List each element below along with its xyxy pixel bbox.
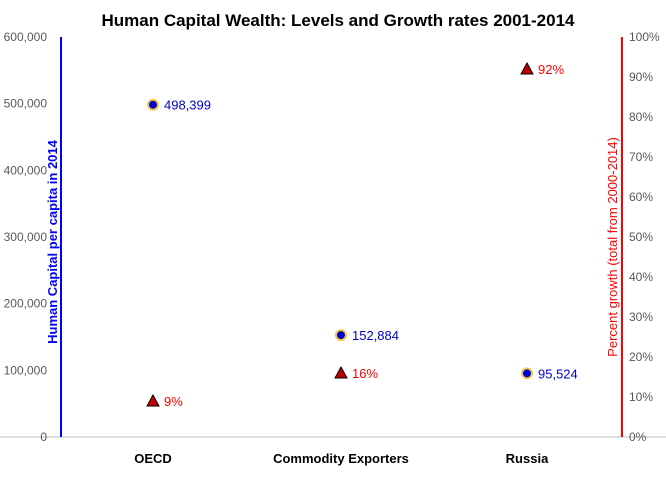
data-label: 92% [538,62,564,77]
y-right-axis-title: Percent growth (total from 2000-2014) [605,137,620,357]
y-right-tick-label: 90% [629,70,653,84]
data-label: 498,399 [164,98,211,113]
y-left-tick-label: 400,000 [4,163,48,177]
data-point-circle [147,98,159,111]
data-label: 152,884 [352,328,399,343]
y-left-tick-label: 300,000 [4,230,48,244]
y-right-tick-label: 0% [629,430,647,444]
y-right-tick-label: 30% [629,310,653,324]
y-right-tick-label: 20% [629,350,653,364]
y-left-axis-title: Human Capital per capita in 2014 [45,139,60,344]
data-point-triangle [334,365,348,379]
chart-title: Human Capital Wealth: Levels and Growth … [101,11,575,30]
x-category-label: Commodity Exporters [273,451,409,466]
data-label: 9% [164,394,183,409]
data-point-circle [335,329,347,342]
y-right-tick-label: 60% [629,190,653,204]
axes: 0 100,000 200,000 300,000 400,000 500,000 600,… [0,30,666,466]
data-point-circle [521,367,533,380]
data-label: 95,524 [538,366,578,381]
y-right-tick-label: 80% [629,110,653,124]
data-point-triangle [520,61,534,75]
y-right-tick-label: 100% [629,30,660,44]
y-left-tick-label: 100,000 [4,363,48,377]
y-right-tick-label: 10% [629,390,653,404]
data-marks: 498,399 152,884 95,524 9% 16% 92% [146,61,578,409]
y-left-tick-label: 600,000 [4,30,48,44]
y-right-tick-label: 70% [629,150,653,164]
data-point-triangle [146,393,160,407]
y-left-tick-label: 0 [40,430,47,444]
y-left-tick-label: 200,000 [4,297,48,311]
y-left-tick-label: 500,000 [4,97,48,111]
data-label: 16% [352,366,378,381]
y-right-tick-label: 50% [629,230,653,244]
x-category-label: OECD [134,451,172,466]
x-category-label: Russia [506,451,549,466]
y-right-tick-label: 40% [629,270,653,284]
